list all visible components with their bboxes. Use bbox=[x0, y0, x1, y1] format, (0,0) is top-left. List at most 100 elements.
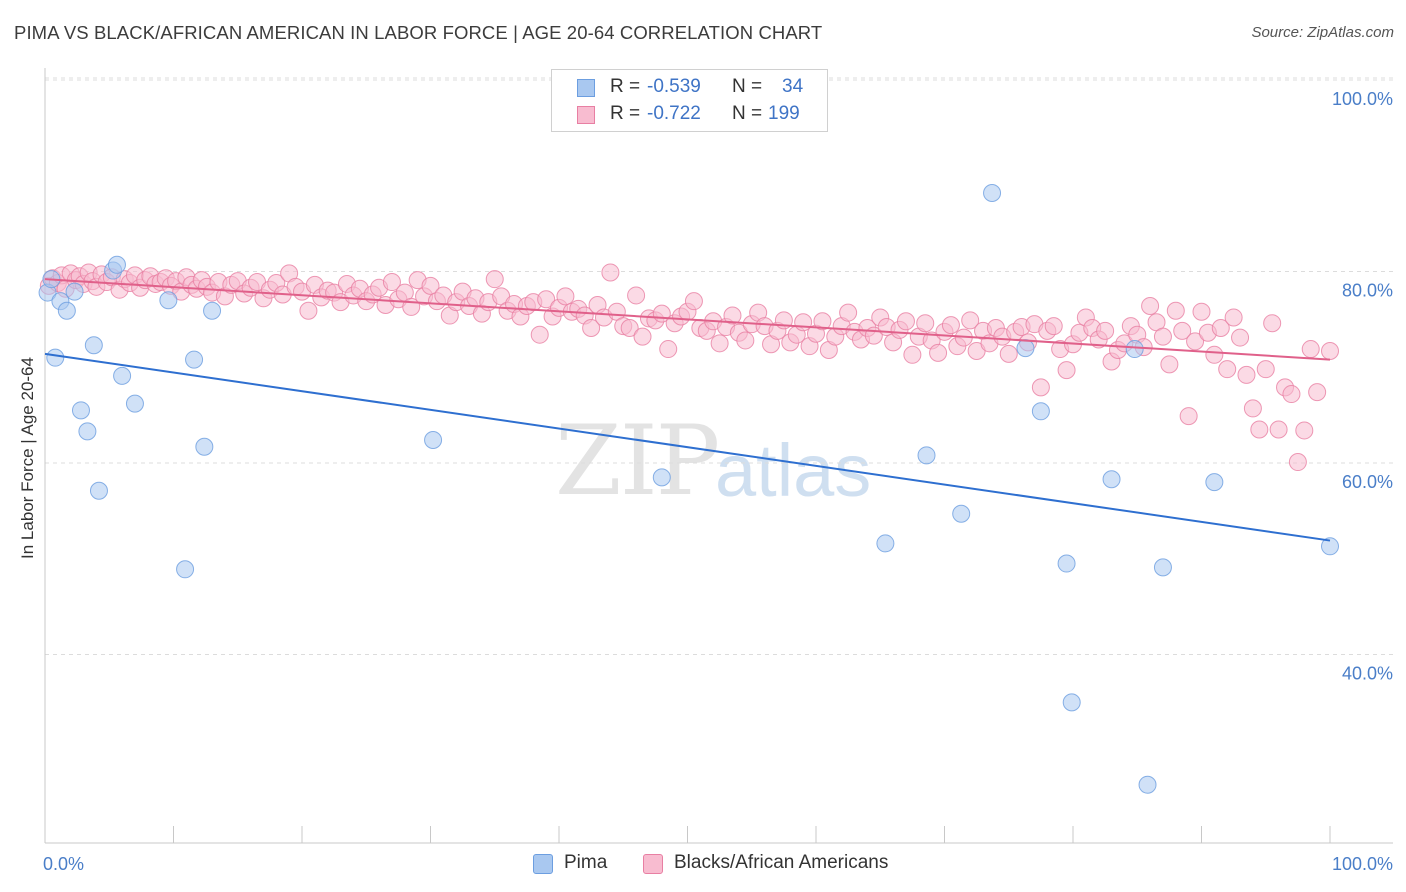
point-black bbox=[1224, 308, 1243, 327]
point-black bbox=[1250, 420, 1269, 439]
source-label: Source: ZipAtlas.com bbox=[1251, 24, 1394, 41]
legend-r-label: R = bbox=[610, 103, 641, 124]
point-black bbox=[1205, 345, 1224, 364]
x-tick-label: 0.0% bbox=[43, 854, 84, 874]
y-tick-label: 80.0% bbox=[1342, 281, 1393, 301]
point-pima bbox=[1321, 537, 1339, 556]
point-black bbox=[961, 311, 980, 330]
legend-swatch-pima bbox=[533, 854, 553, 874]
point-pima bbox=[107, 255, 126, 274]
legend-swatch-black bbox=[577, 106, 595, 124]
point-black bbox=[1218, 360, 1237, 379]
point-pima bbox=[71, 401, 90, 420]
point-pima bbox=[57, 301, 76, 320]
legend-n-label: N = bbox=[732, 76, 763, 97]
point-black bbox=[421, 276, 440, 295]
point-black bbox=[1256, 360, 1275, 379]
trendline-black bbox=[44, 278, 1331, 361]
point-black bbox=[1031, 378, 1050, 397]
point-black bbox=[1243, 399, 1262, 418]
point-black bbox=[556, 287, 575, 306]
point-black bbox=[537, 290, 556, 309]
point-pima bbox=[195, 437, 214, 456]
legend-r-value: -0.722 bbox=[647, 103, 701, 124]
point-pima bbox=[84, 336, 103, 355]
point-pima bbox=[125, 394, 144, 413]
point-black bbox=[1186, 332, 1205, 351]
point-black bbox=[582, 318, 601, 337]
point-black bbox=[1269, 420, 1288, 439]
point-black bbox=[1153, 327, 1172, 346]
legend-label-pima: Pima bbox=[564, 852, 608, 873]
chart-title: PIMA VS BLACK/AFRICAN AMERICAN IN LABOR … bbox=[14, 22, 823, 43]
point-pima bbox=[46, 348, 65, 367]
y-tick-label: 100.0% bbox=[1332, 89, 1393, 109]
legend-label-black: Blacks/African Americans bbox=[674, 852, 889, 873]
point-black bbox=[1141, 296, 1160, 315]
point-pima bbox=[652, 468, 671, 487]
legend-stats-row-pima: R = -0.539 N = 34 bbox=[552, 76, 827, 102]
point-black bbox=[999, 344, 1018, 363]
point-black bbox=[1263, 314, 1282, 333]
point-black bbox=[627, 286, 646, 305]
point-black bbox=[633, 327, 652, 346]
point-pima bbox=[89, 481, 108, 500]
trendline-pima bbox=[44, 352, 1331, 542]
point-pima bbox=[1102, 470, 1121, 489]
legend-stats: R = -0.539 N = 34 R = -0.722 N = 199 bbox=[551, 69, 828, 132]
point-pima bbox=[176, 560, 195, 579]
point-black bbox=[1044, 317, 1063, 336]
point-black bbox=[659, 340, 678, 359]
point-pima bbox=[185, 350, 204, 369]
legend-swatch-black bbox=[643, 854, 663, 874]
point-pima bbox=[952, 504, 971, 523]
point-black bbox=[601, 263, 620, 282]
legend-n-value: 34 bbox=[782, 76, 804, 97]
point-pima bbox=[1062, 693, 1081, 712]
point-black bbox=[1308, 383, 1327, 402]
point-black bbox=[1295, 421, 1314, 440]
point-black bbox=[1237, 365, 1256, 384]
point-pima bbox=[1016, 339, 1035, 358]
legend-swatch-pima bbox=[577, 79, 595, 97]
point-pima bbox=[1138, 775, 1157, 794]
point-black bbox=[916, 314, 935, 333]
y-tick-label: 60.0% bbox=[1342, 472, 1393, 492]
point-black bbox=[1288, 453, 1307, 472]
point-black bbox=[1096, 321, 1115, 340]
legend-r-value: -0.539 bbox=[647, 76, 701, 97]
legend-n-label: N = bbox=[732, 103, 763, 124]
point-black bbox=[1179, 407, 1198, 426]
legend-stats-row-black: R = -0.722 N = 199 bbox=[552, 103, 827, 129]
point-black bbox=[1231, 328, 1250, 347]
point-black bbox=[1173, 321, 1192, 340]
point-black bbox=[723, 306, 742, 325]
point-pima bbox=[78, 422, 97, 441]
point-pima bbox=[113, 366, 132, 385]
point-black bbox=[1211, 318, 1230, 337]
point-pima bbox=[1057, 554, 1076, 573]
point-pima bbox=[983, 183, 1002, 202]
point-black bbox=[530, 325, 549, 344]
point-black bbox=[903, 345, 922, 364]
point-black bbox=[1321, 341, 1339, 360]
point-pima bbox=[159, 291, 178, 310]
point-black bbox=[896, 312, 915, 331]
x-tick-label: 100.0% bbox=[1332, 854, 1393, 874]
point-pima bbox=[917, 446, 936, 465]
point-black bbox=[382, 273, 401, 292]
point-black bbox=[1057, 361, 1076, 380]
point-pima bbox=[203, 301, 222, 320]
point-black bbox=[620, 318, 639, 337]
point-black bbox=[1301, 340, 1320, 359]
point-pima bbox=[65, 282, 84, 301]
point-black bbox=[941, 316, 960, 335]
point-black bbox=[684, 292, 703, 311]
point-black bbox=[299, 301, 318, 320]
point-pima bbox=[1153, 558, 1172, 577]
point-black bbox=[929, 343, 948, 362]
y-tick-label: 40.0% bbox=[1342, 664, 1393, 684]
point-black bbox=[1166, 301, 1185, 320]
point-pima bbox=[1205, 473, 1224, 492]
